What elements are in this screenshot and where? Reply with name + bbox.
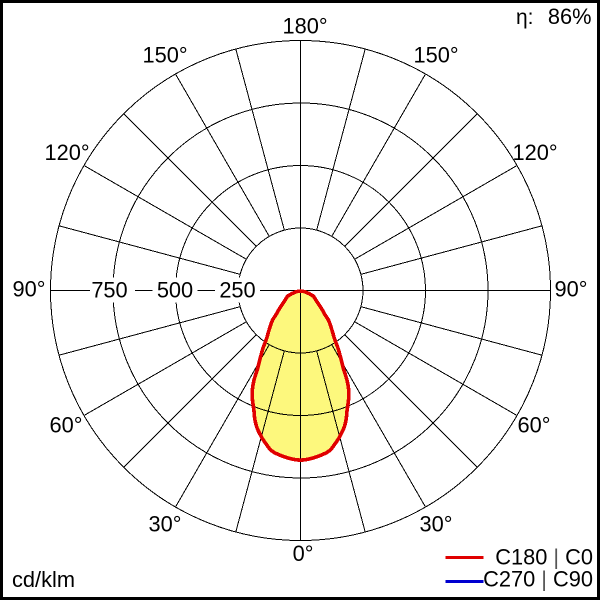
svg-text:120°: 120° — [44, 140, 89, 165]
svg-text:cd/klm: cd/klm — [12, 567, 75, 592]
svg-text:60°: 60° — [518, 413, 551, 438]
svg-text:60°: 60° — [50, 413, 83, 438]
svg-text:750: 750 — [91, 278, 127, 303]
svg-text:500: 500 — [157, 278, 193, 303]
svg-text:150°: 150° — [413, 43, 458, 68]
svg-text:C270 | C90: C270 | C90 — [483, 567, 593, 592]
svg-text:C180 | C0: C180 | C0 — [495, 545, 593, 570]
svg-text:250: 250 — [219, 278, 255, 303]
svg-text:30°: 30° — [149, 512, 182, 537]
svg-text:86%: 86% — [548, 4, 592, 29]
svg-text:180°: 180° — [282, 14, 327, 39]
svg-text:150°: 150° — [142, 43, 187, 68]
svg-text:120°: 120° — [512, 140, 557, 165]
svg-text:η:: η: — [516, 6, 534, 29]
svg-text:30°: 30° — [420, 512, 453, 537]
svg-text:90°: 90° — [13, 277, 46, 302]
svg-text:90°: 90° — [555, 277, 588, 302]
svg-text:0°: 0° — [293, 541, 314, 566]
